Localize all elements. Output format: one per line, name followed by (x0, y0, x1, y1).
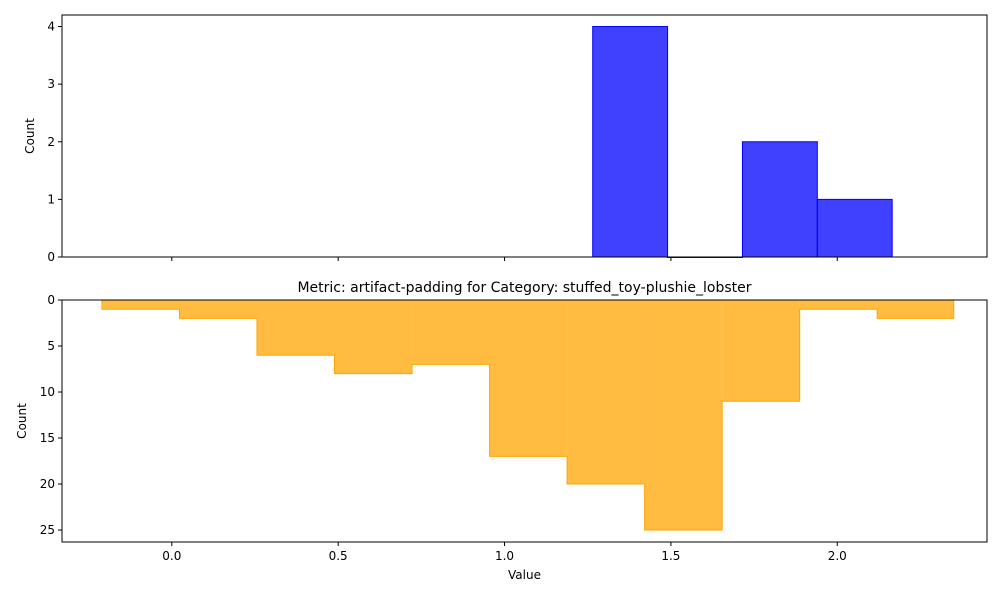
panel2-x-tick-label-2: 1.0 (495, 549, 514, 563)
panel2-step-fill-segment-6 (489, 300, 568, 457)
panel2-x-axis-label: Value (508, 568, 541, 582)
panel2-step-fill-segment-9 (722, 300, 800, 402)
panel1-y-tick-label-2: 2 (47, 135, 55, 149)
panel2-y-axis-label: Count (15, 403, 29, 439)
panel2-step-outline (101, 300, 955, 531)
panel1-y-axis-label: Count (23, 118, 37, 154)
panel2-step-fill-segment-1 (101, 300, 180, 310)
panel1-y-tick-label-3: 3 (47, 77, 55, 91)
panel2-title: Metric: artifact-padding for Category: s… (297, 280, 751, 296)
panel2-x-tick-label-4: 2.0 (828, 549, 847, 563)
panel1-histogram-bar-1 (592, 26, 669, 258)
panel1-y-tick-label-4: 4 (47, 20, 55, 34)
panel2-y-tick-label-4: 20 (40, 477, 55, 491)
panel1-histogram-bar-3 (741, 141, 818, 258)
panel1-axes-frame (61, 14, 988, 258)
panel2-y-tick-label-3: 15 (40, 431, 55, 445)
panel2-step-fill-segment-3 (256, 300, 335, 356)
panel2-step-fill-segment-10 (799, 300, 878, 310)
panel2-y-tick-label-5: 25 (40, 523, 55, 537)
panel2-axes-frame (61, 299, 988, 543)
panel2-x-tick-label-1: 0.5 (329, 549, 348, 563)
panel1-y-tick-label-0: 0 (47, 250, 55, 264)
panel2-y-tick-label-0: 0 (47, 293, 55, 307)
panel2-y-tick-label-1: 5 (47, 339, 55, 353)
panel2-step-fill-segment-11 (877, 300, 954, 319)
panel2-y-tick-label-2: 10 (40, 385, 55, 399)
panel2-step-fill-segment-8 (644, 300, 723, 531)
panel2-step-fill-segment-2 (179, 300, 257, 319)
panel1-histogram-bar-4 (816, 198, 893, 258)
panel2-step-fill-segment-4 (334, 300, 413, 374)
panel2-step-fill-segment-7 (567, 300, 645, 485)
panel2-x-tick-label-3: 1.5 (661, 549, 680, 563)
panel1-y-tick-label-1: 1 (47, 192, 55, 206)
panel2-x-tick-label-0: 0.0 (162, 549, 181, 563)
panel2-step-fill-segment-5 (412, 300, 490, 365)
